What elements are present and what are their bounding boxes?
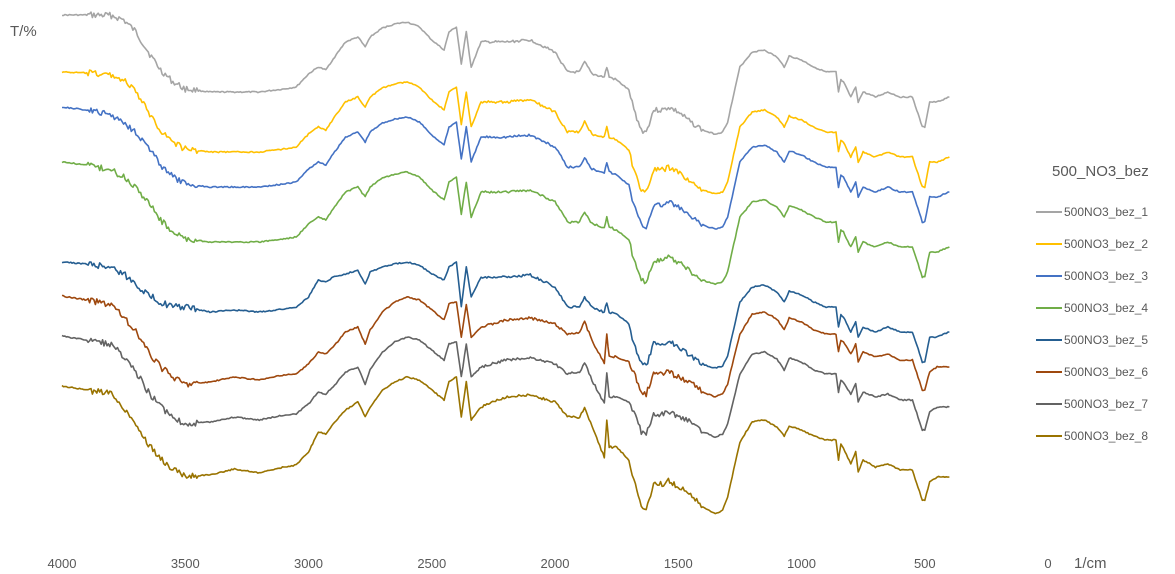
legend-item-4: 500NO3_bez_4 [1036, 301, 1148, 315]
legend-label: 500NO3_bez_8 [1064, 429, 1148, 443]
series-line-1 [62, 11, 950, 135]
series-line-7 [61, 334, 950, 439]
x-tick-label: 0 [1044, 556, 1051, 571]
legend-label: 500NO3_bez_5 [1064, 333, 1148, 347]
x-tick-label: 500 [914, 556, 936, 571]
legend-item-2: 500NO3_bez_2 [1036, 237, 1148, 251]
legend-label: 500NO3_bez_4 [1064, 301, 1148, 315]
x-tick-label: 3500 [171, 556, 200, 571]
x-tick-label: 2000 [541, 556, 570, 571]
y-axis-label: T/% [10, 23, 37, 40]
legend-items: 500NO3_bez_1 500NO3_bez_2 500NO3_bez_3 500N… [1036, 205, 1148, 443]
legend-label: 500NO3_bez_7 [1064, 397, 1148, 411]
legend-item-5: 500NO3_bez_5 [1036, 333, 1148, 347]
series-line-8 [61, 375, 950, 515]
x-tick-label: 1500 [664, 556, 693, 571]
x-tick-label: 2500 [417, 556, 446, 571]
legend-item-3: 500NO3_bez_3 [1036, 269, 1148, 283]
series-line-3 [62, 106, 950, 230]
series-line-5 [61, 261, 950, 369]
plot-area [61, 11, 950, 515]
legend-item-6: 500NO3_bez_6 [1036, 365, 1148, 379]
legend-label: 500NO3_bez_3 [1064, 269, 1148, 283]
series-line-6 [61, 294, 950, 398]
series-line-4 [61, 161, 950, 286]
legend-item-7: 500NO3_bez_7 [1036, 397, 1148, 411]
legend-label: 500NO3_bez_1 [1064, 205, 1148, 219]
x-tick-label: 3000 [294, 556, 323, 571]
legend: 500_NO3_bez 500NO3_bez_1500NO3_bez_2500N… [1036, 163, 1149, 443]
x-tick-label: 1000 [787, 556, 816, 571]
x-axis-ticks: 4000 3500 3000 2500 2000 1500 1000 500 0 [48, 556, 1052, 571]
legend-item-1: 500NO3_bez_1 [1036, 205, 1148, 219]
x-axis-label: 1/cm [1074, 555, 1107, 572]
x-tick-label: 4000 [48, 556, 77, 571]
legend-label: 500NO3_bez_6 [1064, 365, 1148, 379]
series-line-2 [61, 69, 950, 195]
legend-title: 500_NO3_bez [1052, 163, 1149, 180]
legend-label: 500NO3_bez_2 [1064, 237, 1148, 251]
legend-item-8: 500NO3_bez_8 [1036, 429, 1148, 443]
